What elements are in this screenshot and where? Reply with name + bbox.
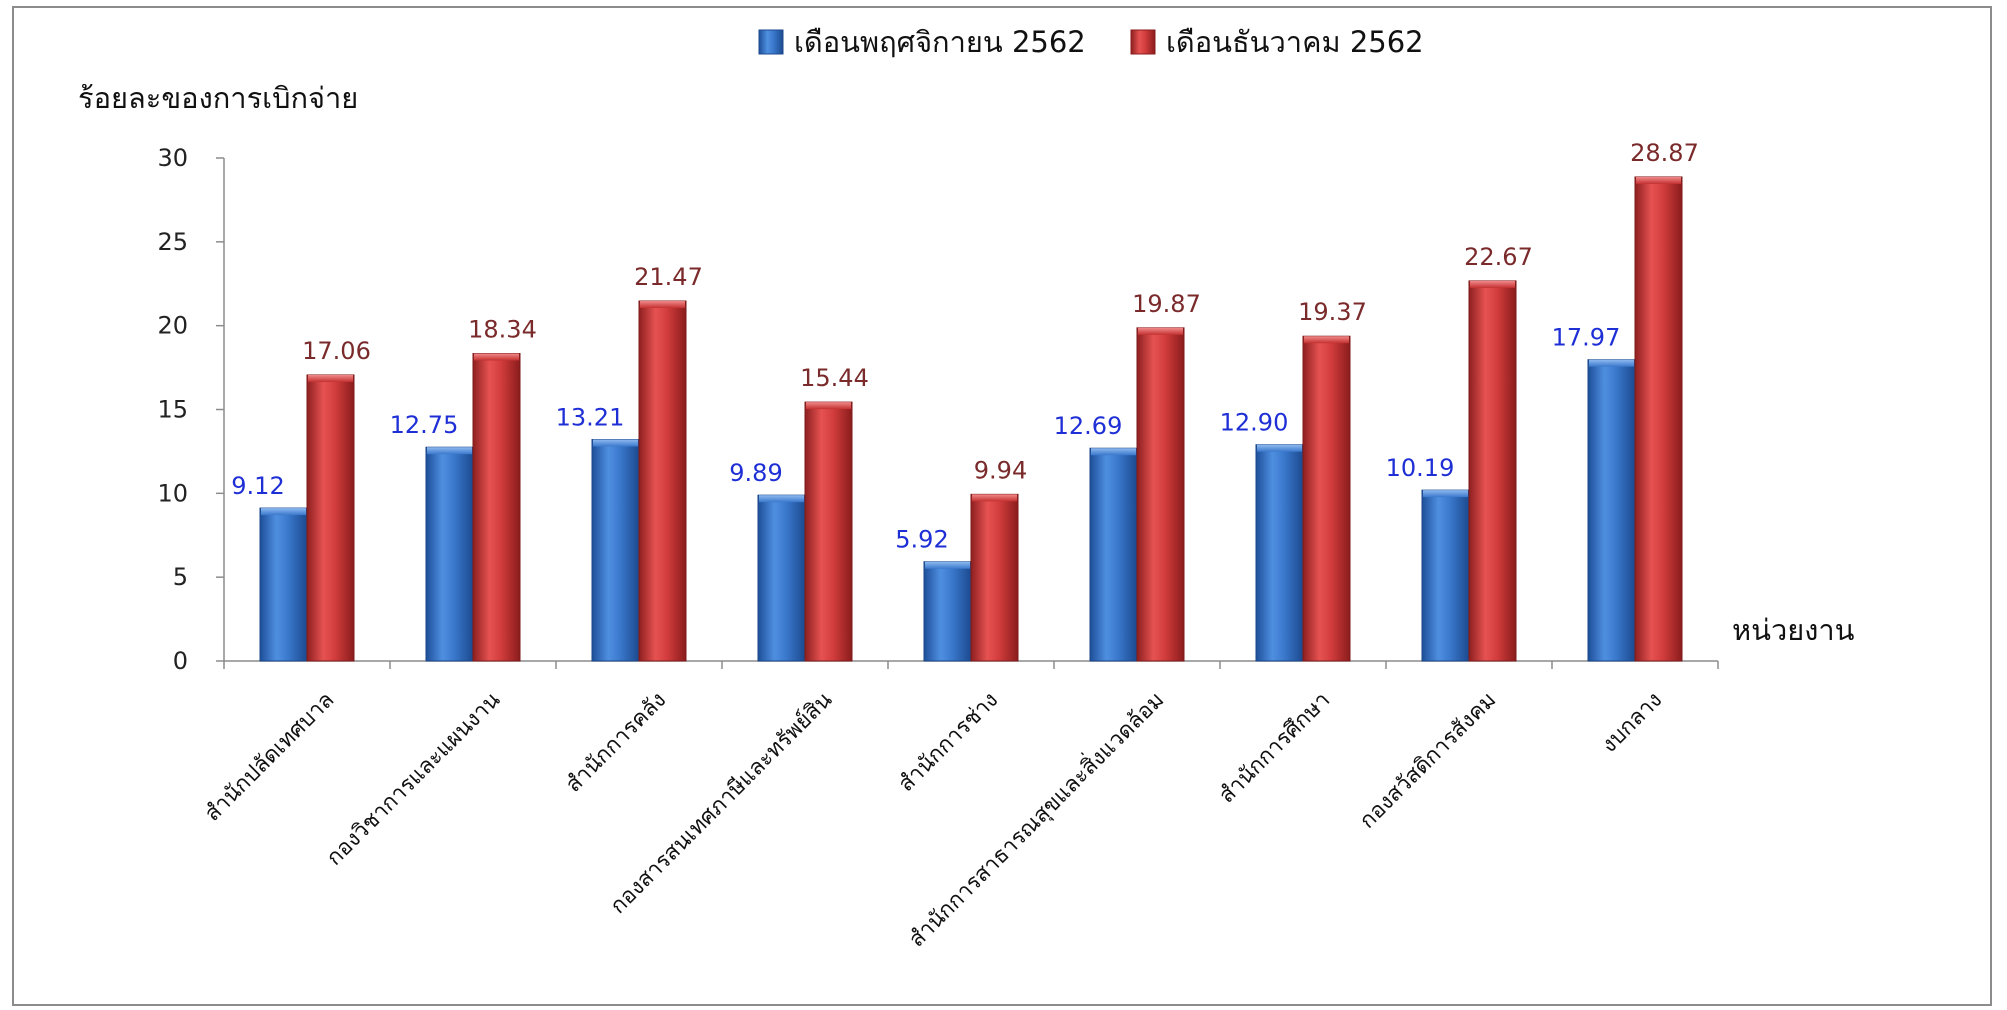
data-label-december: 17.06 (302, 337, 371, 365)
y-axis-ticks: 0 5 10 15 20 25 30 (157, 144, 224, 675)
data-label-december: 22.67 (1464, 243, 1533, 271)
bar-top-bevel (261, 508, 306, 516)
data-label-december: 9.94 (974, 456, 1027, 484)
category-label: สำนักการศึกษา (1214, 688, 1335, 809)
bar-december (638, 300, 687, 662)
bar-november (757, 494, 806, 662)
bar-november (259, 507, 308, 662)
data-label-november: 13.21 (556, 404, 625, 432)
bar-top-bevel (806, 402, 851, 410)
data-label-december: 19.87 (1132, 290, 1201, 318)
category-label: สำนักการสาธารณสุขและสิ่งแวดล้อม (902, 685, 1170, 953)
bar-top-bevel (1091, 448, 1136, 456)
bar-november (425, 446, 474, 662)
bar-top-bevel (640, 301, 685, 309)
legend-swatch-december (1130, 29, 1156, 55)
y-tick-label: 0 (173, 647, 188, 675)
data-label-december: 19.37 (1298, 298, 1367, 326)
data-label-november: 12.90 (1220, 409, 1289, 437)
bar-top-bevel (427, 447, 472, 455)
data-label-november: 5.92 (895, 526, 948, 554)
legend: เดือนพฤศจิกายน 2562 เดือนธันวาคม 2562 (758, 25, 1424, 59)
category-label: สำนักการคลัง (561, 688, 671, 798)
data-label-november: 12.75 (390, 411, 459, 439)
bar-top-bevel (1257, 444, 1302, 452)
value-labels: 9.12 12.75 13.21 9.89 5.92 12.69 12.90 10.19 17.… (231, 139, 1699, 554)
bar-top-bevel (593, 439, 638, 447)
bar-december (970, 493, 1019, 662)
y-tick-label: 10 (157, 479, 188, 507)
category-label: สำนักปลัดเทศบาล (200, 688, 339, 827)
data-label-november: 9.89 (729, 459, 782, 487)
bar-december (1468, 280, 1517, 662)
data-label-december: 18.34 (468, 315, 537, 343)
legend-label-november: เดือนพฤศจิกายน 2562 (794, 25, 1086, 59)
category-label: งบกลาง (1597, 688, 1667, 758)
bar-december (1634, 176, 1683, 662)
category-label: กองสวัสดิการสังคม (1355, 688, 1501, 834)
data-label-december: 21.47 (634, 263, 703, 291)
legend-label-december: เดือนธันวาคม 2562 (1166, 25, 1424, 59)
bar-december (306, 374, 355, 662)
bar-top-bevel (1423, 490, 1468, 498)
bar-top-bevel (972, 494, 1017, 502)
bar-top-bevel (1470, 280, 1515, 288)
bars (259, 176, 1683, 662)
bar-top-bevel (1304, 336, 1349, 344)
bar-top-bevel (759, 495, 804, 503)
bar-december (804, 401, 853, 662)
y-tick-label: 15 (157, 396, 188, 424)
y-tick-label: 25 (157, 228, 188, 256)
bar-december (472, 352, 521, 662)
bar-november (1421, 489, 1470, 662)
bar-top-bevel (925, 561, 970, 569)
bar-top-bevel (1138, 327, 1183, 335)
bar-top-bevel (1589, 359, 1634, 367)
x-axis-ticks (223, 661, 1719, 669)
category-label: สำนักการช่าง (894, 688, 1003, 797)
bar-november (923, 561, 972, 662)
data-label-november: 12.69 (1054, 412, 1123, 440)
legend-swatch-november (758, 29, 784, 55)
y-tick-label: 30 (157, 144, 188, 172)
data-label-november: 9.12 (231, 472, 284, 500)
category-label: กองวิชาการและแผนงาน (322, 688, 505, 871)
x-axis-title: หน่วยงาน (1732, 613, 1855, 647)
y-tick-label: 5 (173, 563, 188, 591)
bar-november (1089, 447, 1138, 662)
bar-top-bevel (474, 353, 519, 361)
bar-november (1255, 444, 1304, 662)
bar-top-bevel (308, 374, 353, 382)
data-label-november: 10.19 (1386, 454, 1455, 482)
bar-november (1587, 359, 1636, 662)
data-label-december: 15.44 (800, 364, 869, 392)
bar-december (1136, 327, 1185, 662)
bar-november (591, 439, 640, 662)
data-label-november: 17.97 (1552, 324, 1621, 352)
y-tick-label: 20 (157, 312, 188, 340)
y-axis-title: ร้อยละของการเบิกจ่าย (78, 81, 358, 115)
data-label-december: 28.87 (1630, 139, 1699, 167)
bar-top-bevel (1636, 176, 1681, 184)
bar-december (1302, 335, 1351, 662)
